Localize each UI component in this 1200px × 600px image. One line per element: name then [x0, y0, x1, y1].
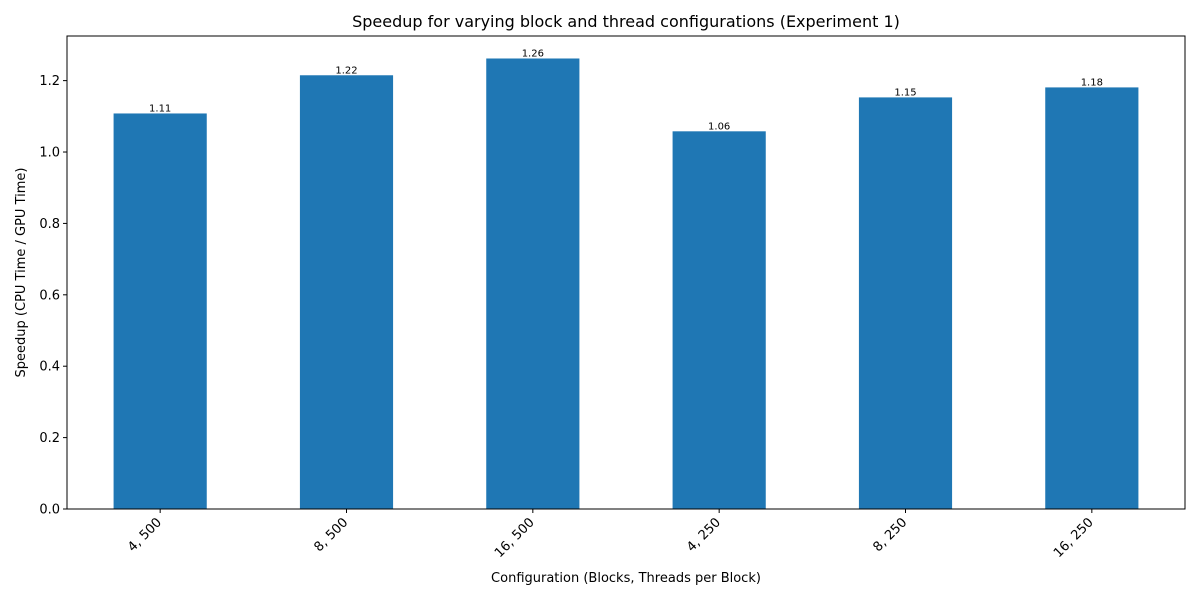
x-axis: 4, 500 8, 500 16, 500 4, 250 8, 250 16, 250 — [125, 509, 1097, 561]
bar — [486, 58, 580, 510]
bar-value-label: 1.11 — [149, 103, 171, 114]
bar-value-label: 1.18 — [1081, 77, 1103, 88]
y-tick-label: 0.8 — [39, 217, 60, 232]
bar-value-label: 1.26 — [522, 48, 544, 59]
bar — [858, 97, 953, 509]
x-tick-label: 4, 250 — [684, 515, 724, 555]
bar — [299, 75, 394, 510]
bar — [672, 131, 766, 509]
y-axis-label: Speedup (CPU Time / GPU Time) — [14, 168, 29, 378]
data-labels-group: 1.11 1.22 1.26 1.06 1.15 1.18 — [149, 48, 1103, 132]
y-tick-label: 0.4 — [39, 360, 60, 375]
x-tick-label: 4, 500 — [125, 515, 165, 555]
bars-group — [113, 58, 1139, 510]
bar — [113, 113, 207, 509]
x-tick-label: 16, 500 — [492, 515, 538, 561]
chart-title: Speedup for varying block and thread con… — [352, 12, 900, 31]
y-tick-label: 0.6 — [39, 288, 60, 303]
x-tick-label: 8, 500 — [311, 515, 351, 555]
x-tick-label: 8, 250 — [870, 515, 910, 555]
plot-frame — [66, 35, 1186, 510]
y-tick-label: 1.2 — [39, 74, 60, 89]
bar-value-label: 1.06 — [708, 121, 730, 132]
y-tick-label: 0.0 — [39, 503, 60, 518]
y-tick-label: 0.2 — [39, 431, 60, 446]
y-tick-label: 1.0 — [39, 146, 60, 161]
bar-value-label: 1.22 — [335, 65, 357, 76]
bar — [1045, 87, 1139, 510]
x-axis-label: Configuration (Blocks, Threads per Block… — [491, 571, 761, 586]
y-axis: 0.0 0.2 0.4 0.6 0.8 1.0 1.2 — [39, 74, 67, 518]
bar-value-label: 1.15 — [894, 87, 916, 98]
x-tick-label: 16, 250 — [1051, 515, 1097, 561]
